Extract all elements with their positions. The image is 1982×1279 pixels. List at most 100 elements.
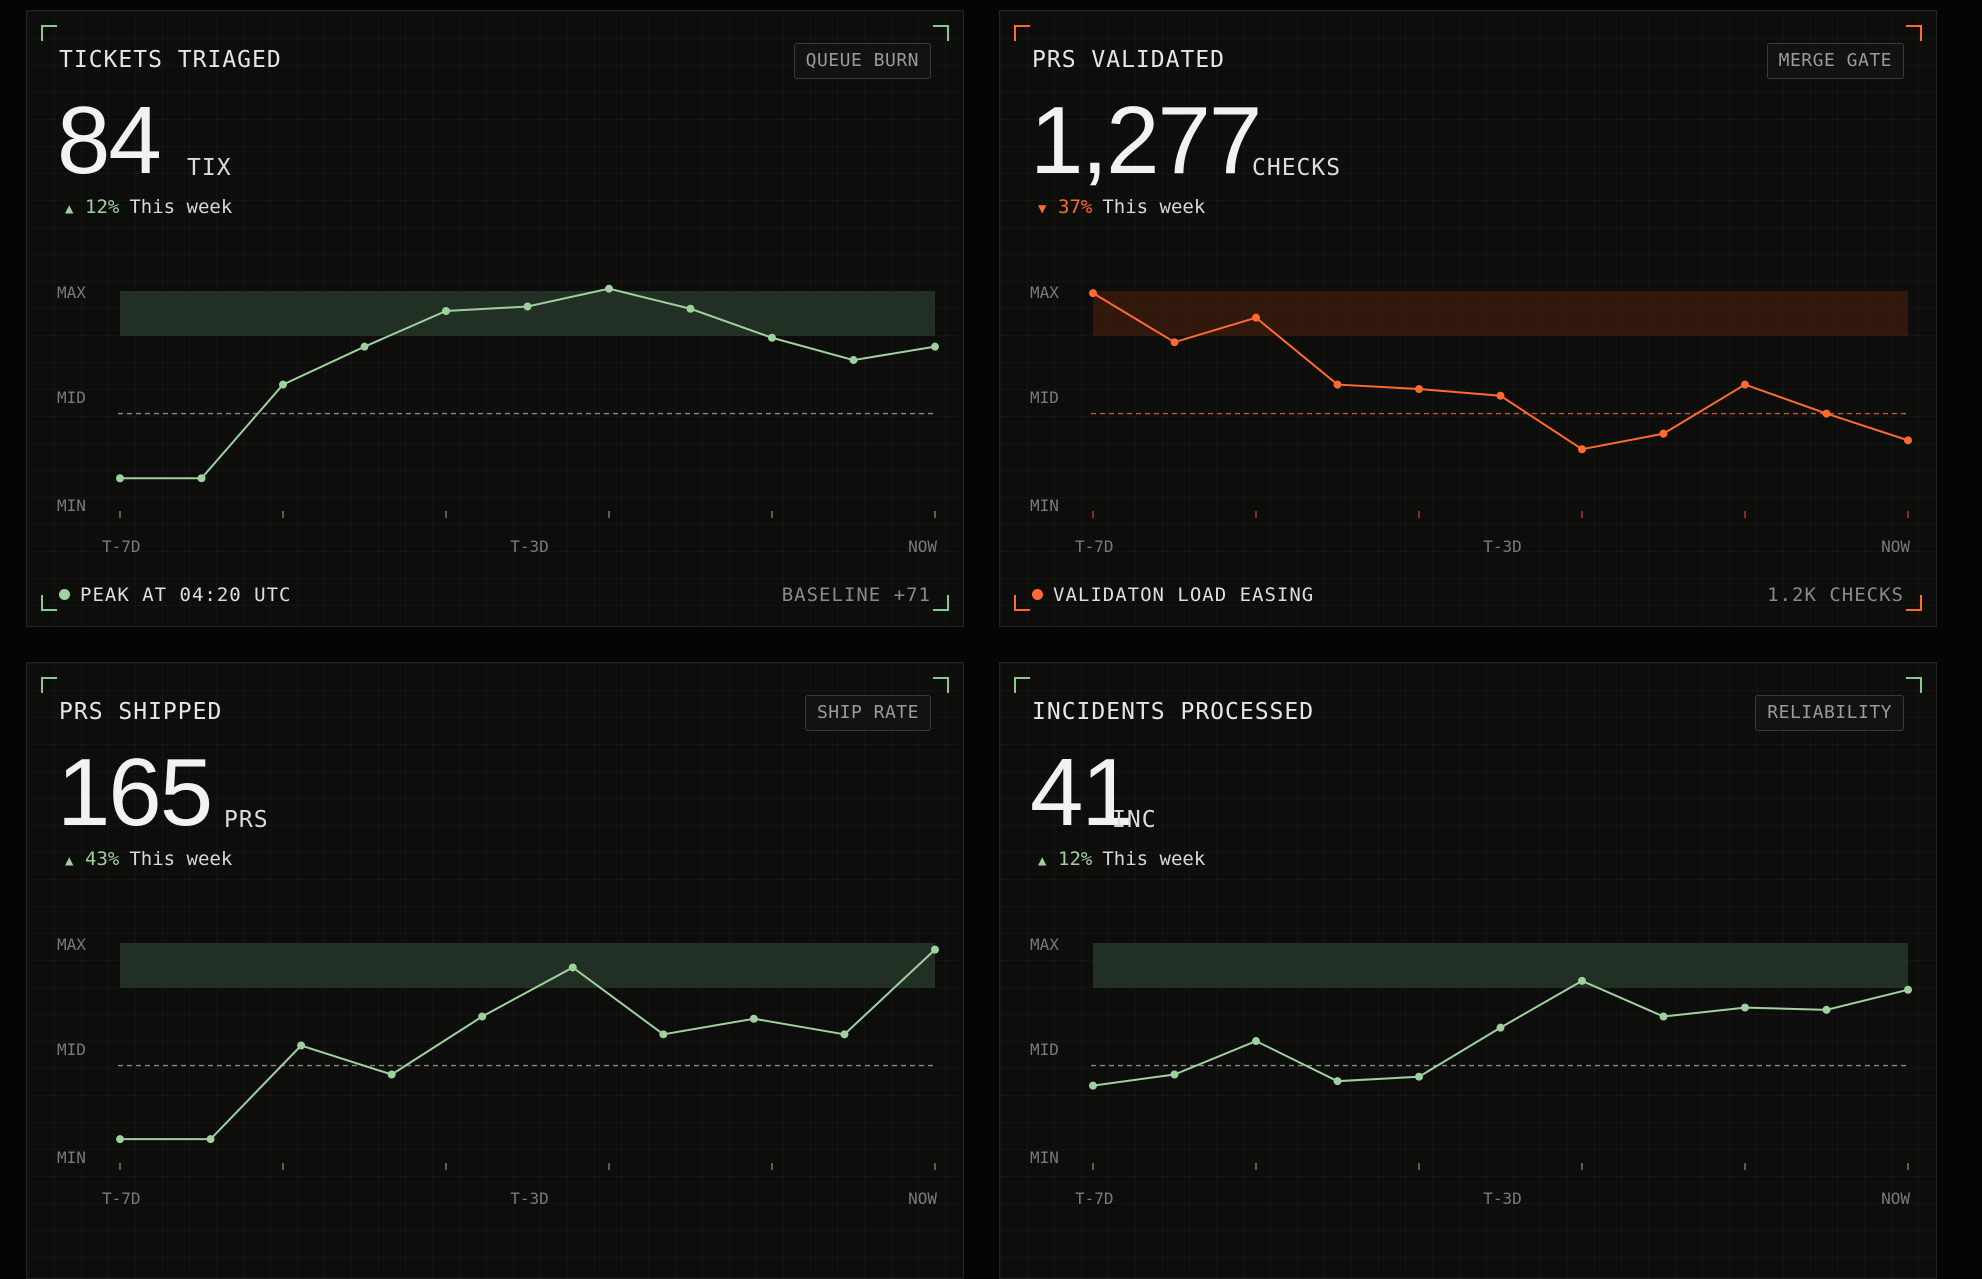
data-point (1170, 1070, 1179, 1079)
change-percent: 43% (85, 848, 120, 870)
data-point (279, 380, 287, 389)
data-point (297, 1041, 306, 1050)
y-axis-label: MIN (57, 1148, 86, 1167)
data-point (1333, 380, 1342, 389)
arrow-up-icon: ▲ (65, 201, 74, 217)
footer-checks: 1.2K CHECKS (1767, 584, 1904, 606)
data-point (931, 945, 939, 954)
footer-status-text: PEAK AT 04:20 UTC (80, 584, 292, 606)
metric-value: 84 (57, 87, 162, 194)
corner-bracket (41, 25, 57, 41)
data-point (1089, 1081, 1097, 1090)
queue-burn-button[interactable]: QUEUE BURN (793, 43, 931, 79)
series-line (1092, 979, 1909, 1087)
data-point (1822, 409, 1831, 418)
data-point (1170, 338, 1179, 347)
y-axis-label: MIN (57, 496, 86, 515)
corner-bracket (1906, 677, 1922, 693)
x-axis-label: NOW (1881, 537, 1910, 556)
data-point (1741, 380, 1749, 389)
y-axis-label: MAX (57, 935, 86, 954)
data-point (1904, 985, 1912, 994)
data-point (1659, 1012, 1668, 1021)
reliability-button[interactable]: RELIABILITY (1755, 695, 1904, 731)
target-band (120, 943, 935, 989)
card-title: INCIDENTS PROCESSED (1032, 699, 1315, 725)
footer-status-text: VALIDATON LOAD EASING (1053, 584, 1315, 606)
change-period: This week (129, 196, 233, 218)
y-axis-label: MIN (1030, 496, 1059, 515)
corner-bracket (41, 595, 57, 611)
metric-unit: INC (1112, 807, 1157, 833)
merge-gate-button[interactable]: MERGE GATE (1766, 43, 1904, 79)
corner-bracket (1014, 25, 1030, 41)
change-period: This week (1102, 196, 1206, 218)
data-point (931, 342, 939, 351)
y-axis-label: MID (1030, 1040, 1059, 1059)
x-axis-label: NOW (1881, 1189, 1910, 1208)
series-line (120, 948, 936, 1141)
x-axis-label: NOW (908, 1189, 937, 1208)
y-axis-label: MAX (57, 283, 86, 302)
data-point (523, 302, 532, 311)
x-axis-label: T-7D (1075, 537, 1114, 556)
corner-bracket (1014, 677, 1030, 693)
y-axis-label: MIN (1030, 1148, 1059, 1167)
change-indicator: ▲ 12% This week (65, 196, 232, 218)
data-point (1252, 1037, 1260, 1046)
corner-bracket (933, 25, 949, 41)
card-tickets-triaged: TICKETS TRIAGED QUEUE BURN 84 TIX ▲ 12% Th… (26, 10, 964, 627)
data-point (749, 1014, 758, 1023)
footer-baseline: BASELINE +71 (781, 584, 931, 606)
line-chart: MAX MID MIN T-7D T-3D NOW (57, 283, 939, 556)
change-indicator: ▼ 37% This week (1038, 196, 1205, 218)
x-axis-label: NOW (908, 537, 937, 556)
data-point (686, 304, 695, 313)
change-percent: 12% (85, 196, 120, 218)
data-point (1415, 1072, 1423, 1081)
corner-bracket (1014, 595, 1030, 611)
data-point (197, 474, 206, 483)
data-point (1578, 976, 1586, 985)
card-incidents-processed: INCIDENTS PROCESSED RELIABILITY 41 INC ▲… (999, 662, 1937, 1279)
footer-status: VALIDATON LOAD EASING (1032, 584, 1314, 606)
status-dot-icon (59, 589, 70, 600)
change-period: This week (129, 848, 233, 870)
x-axis-label: T-7D (1075, 1189, 1114, 1208)
data-point (568, 963, 577, 972)
data-point (442, 306, 450, 315)
line-chart: MAX MID MIN T-7D T-3D NOW (1030, 935, 1912, 1208)
target-band (1093, 943, 1908, 989)
y-axis-label: MID (57, 388, 86, 407)
data-point (1822, 1005, 1831, 1014)
data-point (1496, 391, 1505, 400)
data-point (849, 356, 858, 365)
x-axis-label: T-7D (102, 1189, 141, 1208)
card-title: TICKETS TRIAGED (59, 47, 282, 73)
x-axis-label: T-3D (1483, 1189, 1522, 1208)
change-period: This week (1102, 848, 1206, 870)
data-point (1252, 313, 1260, 322)
data-point (1659, 429, 1668, 438)
metric-value: 1,277 (1030, 87, 1262, 194)
change-indicator: ▲ 43% This week (65, 848, 232, 870)
arrow-down-icon: ▼ (1038, 201, 1047, 217)
change-indicator: ▲ 12% This week (1038, 848, 1205, 870)
data-point (605, 284, 613, 293)
data-point (387, 1070, 396, 1079)
ship-rate-button[interactable]: SHIP RATE (804, 695, 931, 731)
data-point (206, 1135, 215, 1144)
metric-unit: PRS (224, 807, 269, 833)
metric-unit: TIX (187, 155, 232, 181)
target-band (120, 291, 935, 337)
metric-unit: CHECKS (1252, 155, 1342, 181)
data-point (768, 333, 776, 342)
arrow-up-icon: ▲ (65, 853, 74, 869)
y-axis-label: MAX (1030, 935, 1059, 954)
change-percent: 12% (1058, 848, 1093, 870)
change-percent: 37% (1058, 196, 1093, 218)
data-point (1741, 1003, 1749, 1012)
x-axis-label: T-3D (510, 537, 549, 556)
corner-bracket (1906, 25, 1922, 41)
card-prs-validated: PRS VALIDATED MERGE GATE 1,277 CHECKS ▼ 3… (999, 10, 1937, 627)
